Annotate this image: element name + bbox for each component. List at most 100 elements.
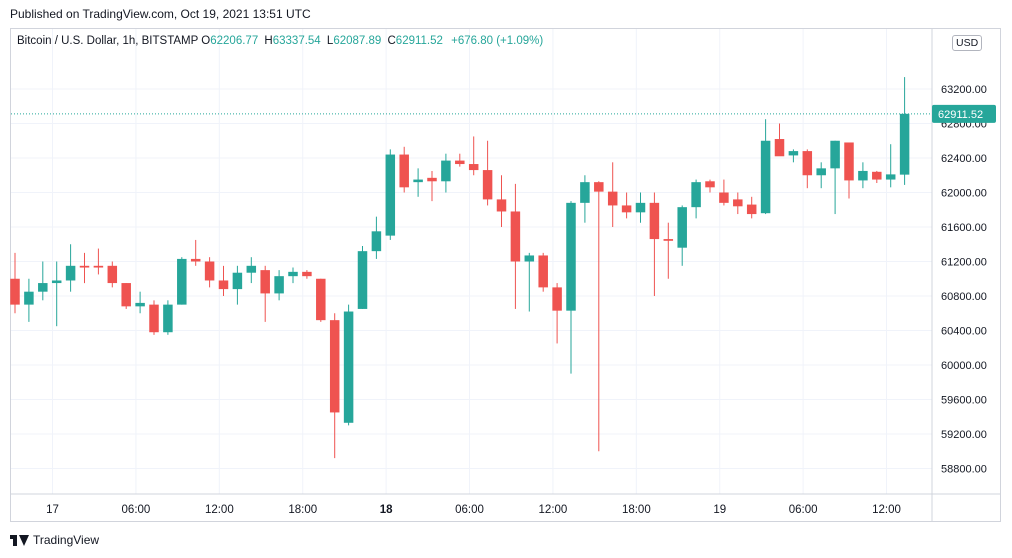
candle-body	[899, 113, 910, 175]
open-value: 62206.77	[210, 35, 259, 47]
candle-body	[482, 170, 493, 200]
candle-body	[635, 202, 646, 213]
candle-body	[316, 278, 326, 321]
candle-body	[885, 174, 896, 180]
close-value: 62911.52	[395, 35, 443, 47]
candle-body	[524, 255, 535, 262]
candle-body	[594, 182, 604, 192]
symbol-title: Bitcoin / U.S. Dollar, 1h, BITSTAMP	[17, 35, 199, 47]
x-tick-label: 12:00	[539, 504, 568, 516]
candle-body	[649, 202, 660, 240]
candle-body	[357, 251, 368, 309]
x-tick-label: 12:00	[205, 504, 234, 516]
candle-body	[38, 283, 48, 292]
x-tick-label: 06:00	[122, 504, 151, 516]
published-caption: Published on TradingView.com, Oct 19, 20…	[10, 7, 311, 21]
candle-body	[733, 199, 743, 207]
candle-body	[802, 151, 813, 176]
candle-body	[566, 202, 576, 311]
candle-body	[858, 170, 868, 181]
candle-body	[371, 231, 382, 252]
y-tick-label: 62000.00	[941, 188, 987, 200]
candle-body	[93, 265, 104, 268]
candle-body	[580, 182, 590, 203]
candle-body	[343, 311, 354, 423]
open-label: O	[201, 35, 211, 47]
candle-body	[468, 164, 479, 171]
candle-body	[510, 211, 521, 262]
candle-body	[329, 320, 340, 413]
candle-body	[496, 199, 507, 212]
last-price-tag	[932, 104, 996, 123]
candle-body	[719, 192, 729, 203]
x-tick-label: 17	[46, 504, 59, 516]
candle-body	[121, 283, 131, 307]
candle-body	[705, 181, 715, 188]
candle-body	[274, 276, 284, 294]
candle-body	[65, 265, 76, 281]
chart-frame	[10, 28, 1001, 522]
x-tick-label: 19	[713, 504, 726, 516]
x-tick-label: 06:00	[789, 504, 818, 516]
candle-body	[677, 207, 687, 248]
y-tick-label: 62400.00	[941, 153, 987, 165]
candle-body	[163, 304, 173, 333]
candle-body	[24, 291, 34, 305]
candle-body	[190, 258, 201, 262]
candle-body	[830, 140, 840, 169]
candle-body	[621, 205, 632, 213]
x-tick-label: 18	[380, 504, 393, 516]
candle-body	[246, 265, 257, 273]
y-tick-label: 60400.00	[941, 326, 987, 338]
candle-body	[302, 271, 312, 277]
candle-body	[232, 272, 243, 290]
change-value: +676.80 (+1.09%)	[451, 35, 544, 47]
candle-body	[691, 182, 701, 208]
y-tick-label: 60800.00	[941, 291, 987, 303]
candle-body	[413, 179, 423, 183]
candle-body	[218, 280, 229, 290]
footer-brand[interactable]: TradingView	[10, 533, 99, 547]
close-label: C	[387, 35, 396, 47]
candle-body	[538, 255, 548, 288]
candle-body	[788, 151, 799, 156]
low-label: L	[326, 35, 334, 47]
candle-body	[552, 287, 562, 311]
high-value: 63337.54	[272, 35, 321, 47]
candle-body	[844, 142, 854, 181]
candle-body	[663, 239, 674, 241]
x-tick-label: 18:00	[288, 504, 317, 516]
y-tick-label: 60000.00	[941, 360, 987, 372]
last-price-label: 62911.52	[938, 109, 983, 121]
y-tick-label: 61200.00	[941, 257, 987, 269]
y-tick-label: 63200.00	[941, 84, 987, 96]
candle-body	[746, 204, 757, 215]
candle-body	[385, 154, 396, 236]
x-tick-label: 12:00	[872, 504, 901, 516]
candle-body	[135, 302, 145, 307]
candle-body	[204, 261, 215, 281]
candle-body	[10, 278, 20, 305]
candle-body	[288, 271, 298, 277]
y-tick-label: 59600.00	[941, 395, 987, 407]
tradingview-logo-icon	[10, 534, 29, 546]
candle-body	[441, 160, 451, 182]
candle-body	[455, 160, 465, 165]
y-tick-label: 61600.00	[941, 222, 987, 234]
x-tick-label: 06:00	[455, 504, 484, 516]
candle-body	[149, 304, 159, 333]
y-tick-label: 59200.00	[941, 429, 987, 441]
candle-body	[51, 280, 62, 284]
candle-body	[816, 168, 826, 176]
candle-body	[760, 140, 771, 214]
candle-body	[872, 171, 882, 180]
brand-name: TradingView	[33, 533, 100, 547]
candle-body	[774, 139, 785, 157]
candle-body	[427, 177, 437, 182]
ohlc-legend: Bitcoin / U.S. Dollar, 1h, BITSTAMP O622…	[17, 35, 543, 47]
candle-body	[177, 258, 187, 305]
candle-body	[260, 270, 270, 294]
currency-button[interactable]: USD	[952, 35, 983, 51]
x-tick-label: 18:00	[622, 504, 651, 516]
